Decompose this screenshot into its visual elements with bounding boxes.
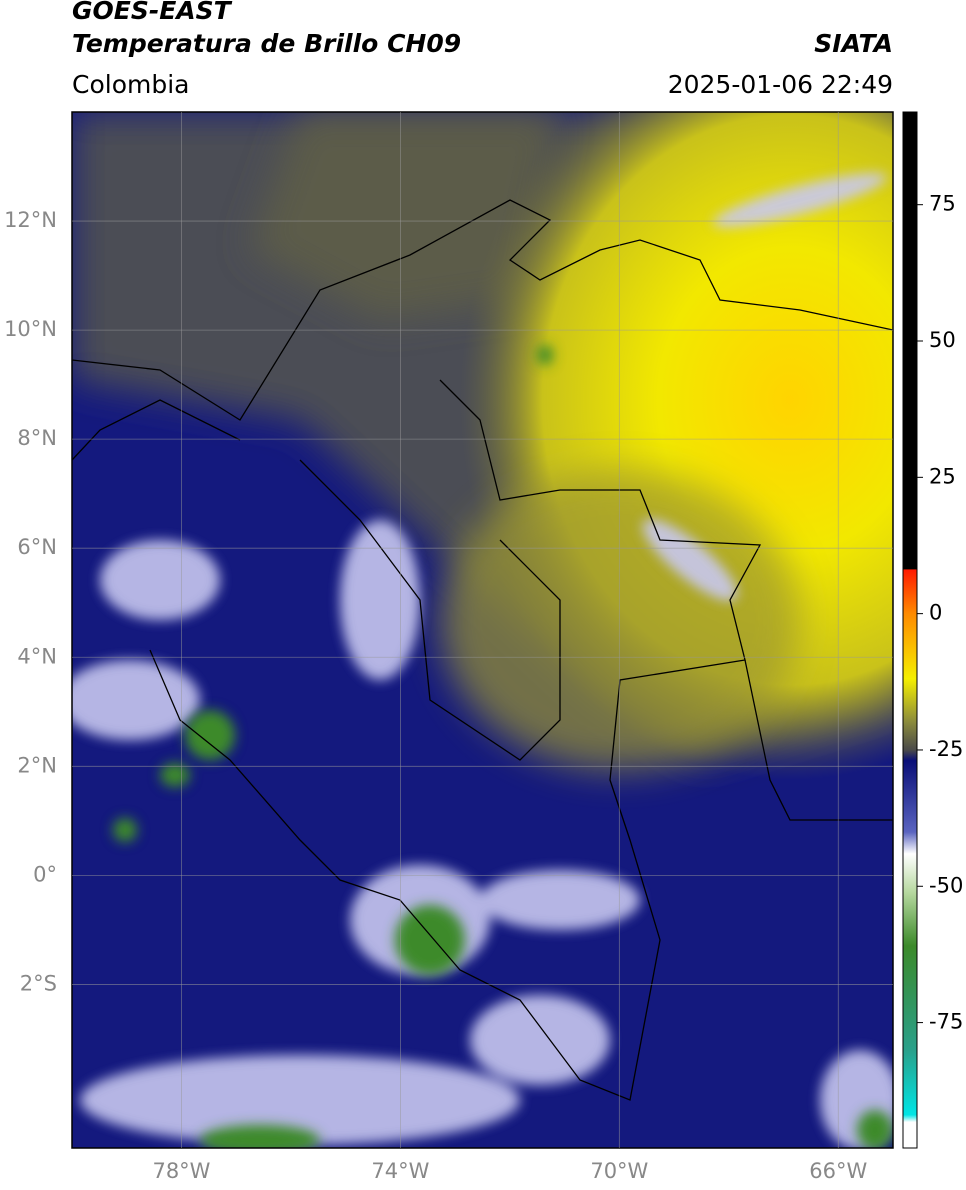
satellite: GOES-EAST (72, 0, 233, 25)
lat-tick-label: 8°N (17, 426, 57, 450)
lon-tick-label: 66°W (809, 1159, 867, 1183)
colorbar-tick-label: 50 (929, 328, 956, 352)
lon-tick-label: 70°W (590, 1159, 648, 1183)
colorbar-tick-label: 25 (929, 464, 956, 488)
lon-tick-label: 78°W (152, 1159, 210, 1183)
borders (72, 199, 893, 1101)
lat-tick-label: 6°N (17, 535, 57, 559)
product: Temperatura de Brillo CH09 (72, 29, 461, 58)
lat-tick-label: 2°N (17, 753, 57, 777)
colorbar-tick-label: -75 (929, 1010, 963, 1034)
colorbar-tick-label: 0 (929, 601, 942, 625)
colorbar (902, 111, 918, 1149)
region: Colombia (72, 70, 189, 99)
satellite-image (72, 112, 893, 1148)
lat-tick-label: 2°S (20, 971, 57, 995)
colorbar-tick-label: 75 (929, 192, 956, 216)
lat-tick-label: 12°N (4, 208, 57, 232)
map-frame (71, 111, 894, 1149)
source: SIATA (814, 29, 893, 58)
lat-tick-label: 10°N (4, 317, 57, 341)
lat-tick-label: 0° (33, 862, 57, 886)
datetime: 2025-01-06 22:49 (668, 70, 893, 99)
lat-tick-label: 4°N (17, 644, 57, 668)
colorbar-tick-label: -25 (929, 737, 963, 761)
lon-tick-label: 74°W (371, 1159, 429, 1183)
colorbar-tick-label: -50 (929, 873, 963, 897)
